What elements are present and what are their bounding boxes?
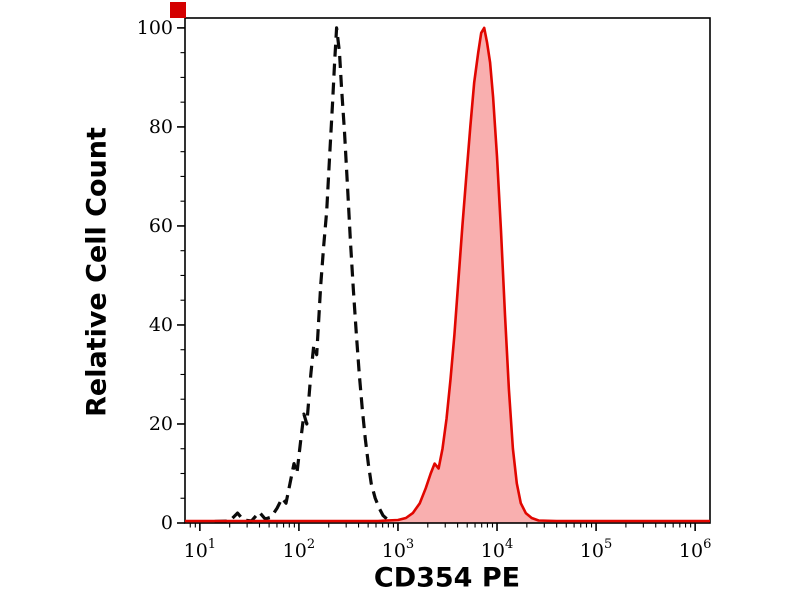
y-tick-label: 100 bbox=[137, 17, 173, 39]
y-tick-label: 20 bbox=[149, 413, 173, 435]
x-axis-label: CD354 PE bbox=[373, 562, 521, 594]
y-tick-label: 40 bbox=[149, 314, 173, 336]
x-tick-label: 105 bbox=[580, 537, 612, 562]
y-tick-label: 80 bbox=[149, 116, 173, 138]
corner-marker bbox=[170, 2, 186, 18]
sample-histogram-curve bbox=[185, 26, 710, 523]
y-tick-label: 60 bbox=[149, 215, 173, 237]
x-tick-label: 106 bbox=[679, 537, 711, 562]
sample-histogram-fill bbox=[185, 27, 710, 524]
y-tick-label: 0 bbox=[161, 512, 173, 534]
x-tick-label: 103 bbox=[382, 537, 414, 562]
x-tick-label: 104 bbox=[481, 537, 513, 562]
x-tick-label: 101 bbox=[184, 537, 216, 562]
plot-border bbox=[184, 17, 711, 524]
control-histogram-curve bbox=[214, 26, 394, 524]
y-axis-label: Relative Cell Count bbox=[81, 127, 113, 417]
x-tick-label: 102 bbox=[283, 537, 315, 562]
